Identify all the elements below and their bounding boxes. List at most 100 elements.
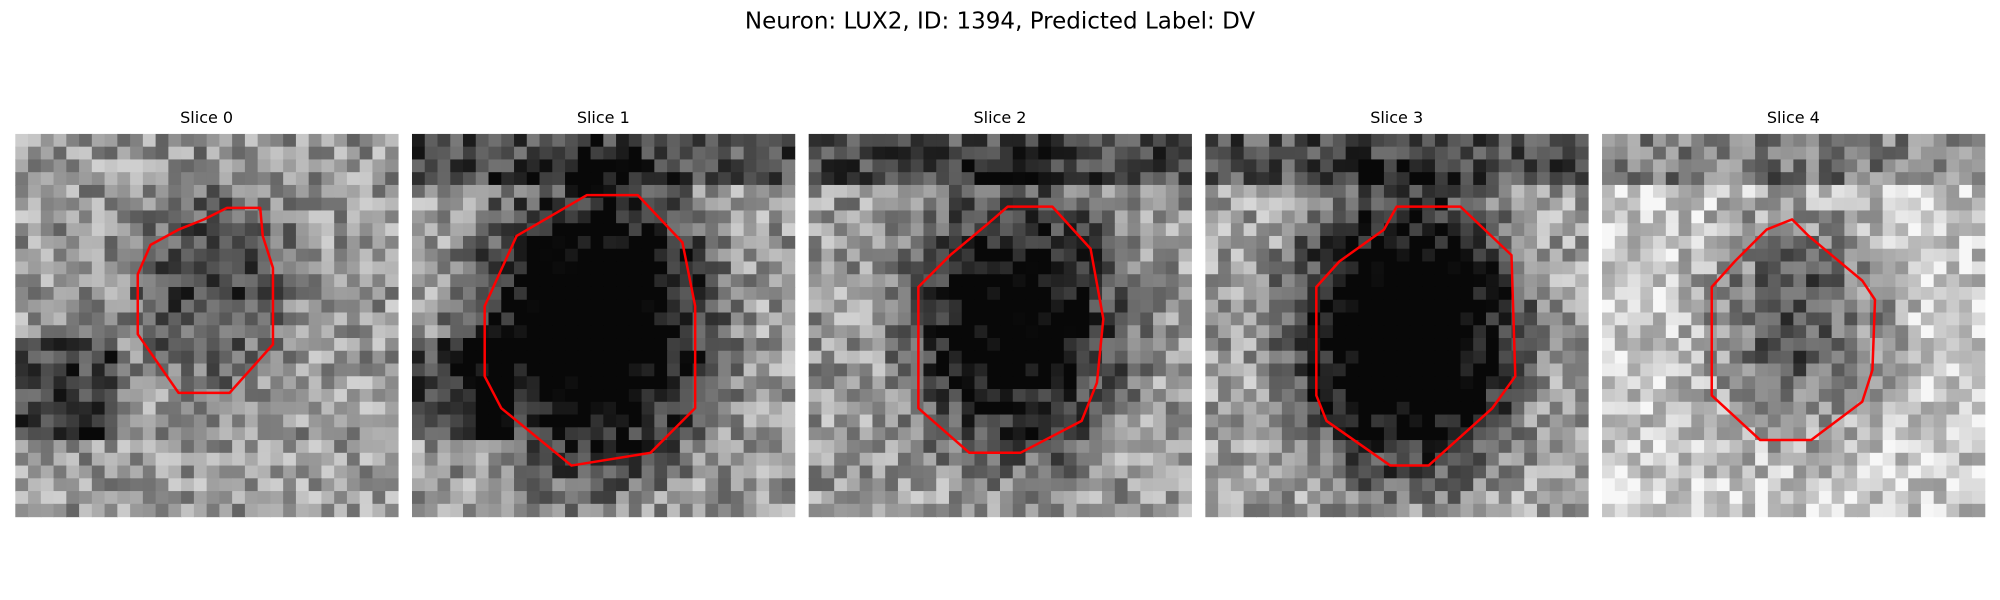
pixel (1844, 465, 1858, 479)
pixel (654, 465, 668, 479)
pixel (1908, 389, 1922, 403)
pixel (1640, 235, 1654, 250)
pixel (1076, 363, 1090, 377)
pixel (1831, 235, 1845, 250)
pixel (1422, 312, 1436, 326)
pixel (1012, 363, 1027, 377)
pixel (1165, 210, 1180, 224)
pixel (40, 465, 55, 479)
pixel (1269, 133, 1283, 148)
pixel (1806, 312, 1820, 326)
pixel (257, 491, 272, 505)
pixel (1140, 274, 1154, 288)
pixel (308, 389, 323, 403)
pixel (974, 478, 988, 492)
pixel (1818, 223, 1833, 237)
pixel (1767, 338, 1782, 352)
pixel (1307, 452, 1321, 467)
pixel (1524, 286, 1538, 301)
pixel (565, 465, 579, 479)
pixel (1640, 338, 1654, 352)
pixel (1959, 452, 1973, 467)
pixel (590, 197, 604, 212)
pixel (91, 363, 106, 377)
pixel (718, 235, 732, 250)
pixel (1269, 325, 1283, 339)
pixel (769, 376, 783, 390)
pixel (219, 286, 233, 301)
pixel (1946, 440, 1960, 454)
pixel (628, 248, 643, 263)
pixel (244, 248, 259, 263)
pixel (834, 159, 848, 173)
pixel (936, 503, 950, 518)
pixel (168, 312, 182, 326)
pixel (1051, 184, 1065, 199)
pixel (1281, 389, 1296, 403)
pixel (1602, 235, 1616, 250)
pixel (859, 274, 874, 288)
pixel (1971, 312, 1986, 326)
pixel (1755, 350, 1769, 365)
pixel (424, 491, 439, 505)
pixel (1460, 261, 1474, 275)
pixel (1614, 363, 1629, 377)
pixel (1012, 286, 1027, 301)
pixel (679, 478, 694, 492)
pixel (654, 312, 668, 326)
pixel (1332, 223, 1347, 237)
pixel (730, 503, 745, 518)
pixel (346, 440, 361, 454)
pixel (1281, 235, 1296, 250)
pixel (437, 325, 451, 339)
pixel (1102, 223, 1116, 237)
pixel (834, 491, 848, 505)
pixel (1025, 427, 1039, 441)
pixel (270, 248, 284, 263)
pixel (206, 286, 220, 301)
pixel (1153, 235, 1167, 250)
pixel (641, 235, 655, 250)
pixel (334, 223, 348, 237)
pixel (181, 478, 195, 492)
pixel (730, 440, 745, 454)
pixel (1691, 197, 1705, 212)
pixel (411, 210, 426, 224)
pixel (1153, 184, 1167, 199)
pixel (718, 465, 732, 479)
pixel (1767, 427, 1782, 441)
pixel (385, 235, 399, 250)
pixel (219, 338, 233, 352)
pixel (1908, 427, 1922, 441)
pixel (910, 414, 925, 428)
pixel (321, 172, 335, 186)
pixel (155, 146, 169, 161)
pixel (1140, 338, 1154, 352)
pixel (872, 184, 886, 199)
pixel (1831, 376, 1845, 390)
pixel (1524, 210, 1538, 224)
pixel (616, 503, 630, 518)
pixel (206, 503, 220, 518)
pixel (1678, 159, 1692, 173)
pixel (1640, 427, 1654, 441)
pixel (308, 465, 323, 479)
pixel (1114, 235, 1129, 250)
pixel (91, 414, 106, 428)
pixel (987, 184, 1001, 199)
pixel (577, 389, 592, 403)
pixel (872, 210, 886, 224)
pixel (117, 401, 131, 416)
pixel (270, 376, 284, 390)
pixel (334, 184, 348, 199)
pixel (1114, 299, 1129, 314)
pixel (104, 133, 118, 148)
pixel (936, 159, 950, 173)
pixel (1345, 223, 1360, 237)
pixel (1908, 465, 1922, 479)
pixel (1230, 478, 1245, 492)
pixel (219, 312, 233, 326)
pixel (1806, 338, 1820, 352)
pixel (948, 286, 963, 301)
pixel (40, 427, 55, 441)
